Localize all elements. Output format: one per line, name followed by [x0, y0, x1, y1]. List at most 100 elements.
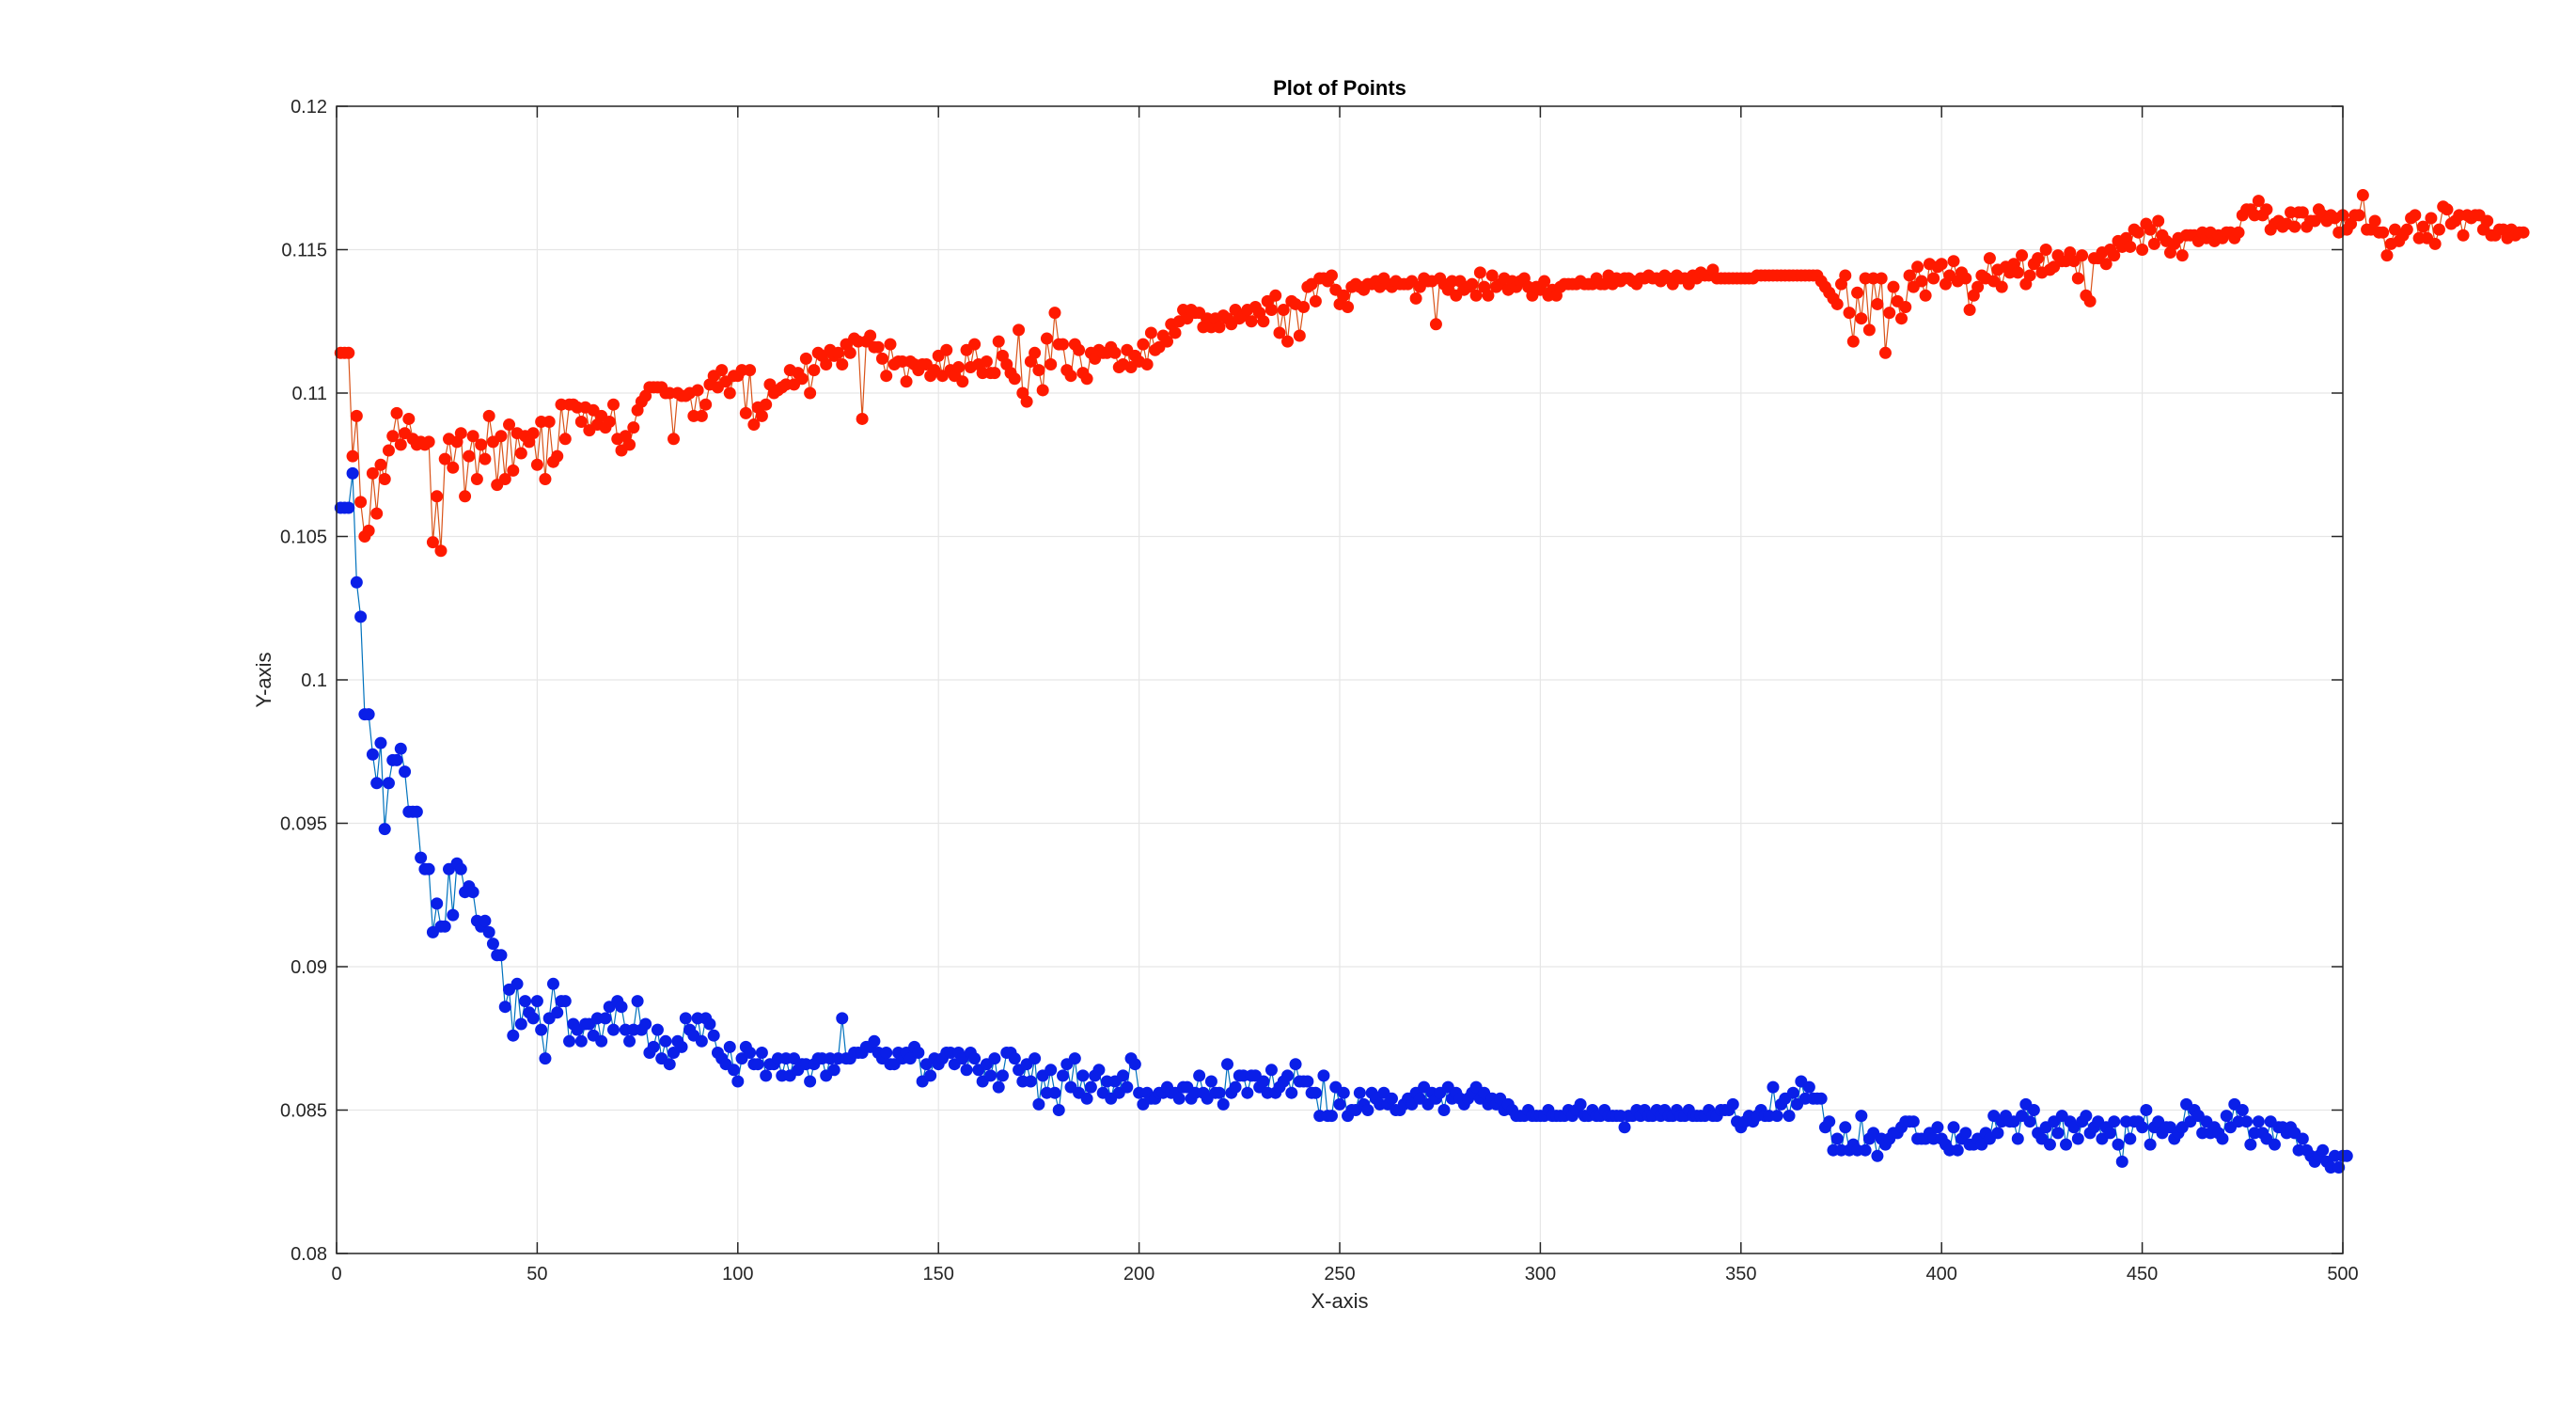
series-2-point	[382, 777, 395, 790]
series-1-point	[426, 536, 439, 549]
series-1-point	[1137, 338, 1150, 351]
y-tick-label: 0.08	[291, 1244, 327, 1265]
y-axis-label: Y-axis	[252, 652, 275, 707]
series-2-point	[723, 1040, 736, 1053]
series-1-point	[2131, 226, 2144, 239]
series-2-point	[2136, 1121, 2149, 1134]
series-2-point	[431, 897, 444, 910]
series-2-point	[1814, 1092, 1828, 1105]
series-2-point	[960, 1064, 973, 1077]
series-1-point	[884, 338, 897, 351]
series-2-point	[2103, 1127, 2116, 1140]
series-1-point	[1020, 395, 1033, 408]
series-1-point	[856, 412, 869, 425]
series-1-point	[836, 358, 849, 370]
series-1-point	[1269, 289, 1282, 302]
series-2-point	[606, 1023, 620, 1036]
series-1-point	[2124, 240, 2137, 253]
series-2-point	[2115, 1155, 2128, 1168]
series-1-point	[760, 398, 773, 411]
series-2-point	[2296, 1132, 2309, 1145]
series-1-point	[2481, 214, 2494, 228]
series-1-point	[744, 364, 757, 377]
series-2-point	[2333, 1161, 2346, 1174]
series-2-point	[2220, 1110, 2233, 1123]
series-1-point	[1878, 346, 1892, 359]
series-1-point	[699, 398, 713, 411]
series-2-point	[1786, 1086, 1799, 1099]
series-1-point	[459, 490, 472, 503]
series-2-point	[836, 1012, 849, 1025]
series-1-point	[695, 409, 708, 422]
series-2-point	[362, 708, 375, 721]
series-1-point	[350, 409, 363, 422]
series-2-point	[2140, 1104, 2153, 1116]
series-2-point	[1121, 1080, 1134, 1094]
series-2-point	[651, 1023, 664, 1036]
series-1-point	[1482, 289, 1495, 302]
series-2-point	[992, 1080, 1005, 1094]
series-2-point	[454, 862, 467, 875]
series-2-point	[1907, 1115, 1920, 1128]
series-1-point	[1871, 297, 1884, 310]
series-1-point	[799, 352, 812, 365]
series-1-point	[382, 444, 395, 457]
series-1-point	[438, 452, 451, 465]
chart-title: Plot of Points	[1273, 76, 1406, 100]
series-2-point	[1032, 1097, 1045, 1111]
series-1-point	[2099, 258, 2113, 271]
series-1-point	[431, 490, 444, 503]
series-1-point	[2457, 229, 2470, 242]
series-2-point	[2236, 1104, 2249, 1116]
series-1-point	[1485, 269, 1499, 282]
series-2-point	[1823, 1115, 1836, 1128]
series-2-point	[623, 1034, 636, 1048]
series-2-point	[498, 1001, 511, 1014]
series-2-point	[2043, 1138, 2056, 1151]
series-1-point	[2288, 220, 2301, 233]
series-2-point	[760, 1069, 773, 1082]
series-2-point	[507, 1029, 520, 1042]
series-1-point	[526, 427, 540, 440]
series-1-point	[1851, 286, 1864, 299]
series-1-point	[1409, 292, 1422, 305]
series-1-point	[454, 427, 467, 440]
series-1-point	[1875, 272, 1888, 285]
series-2-point	[744, 1047, 757, 1059]
series-1-point	[956, 375, 969, 388]
series-2-point	[1257, 1075, 1270, 1088]
series-1-point	[1887, 280, 1900, 293]
series-1-point	[1273, 326, 1286, 339]
series-1-point	[1048, 307, 1061, 320]
series-1-point	[1032, 364, 1045, 377]
series-1-point	[739, 406, 752, 419]
series-2-point	[370, 777, 384, 790]
series-1-point	[755, 409, 768, 422]
series-1-point	[378, 473, 391, 485]
series-1-point	[1325, 269, 1338, 282]
series-2-point	[2108, 1115, 2121, 1128]
series-2-point	[422, 862, 435, 875]
series-1-point	[1013, 323, 1026, 337]
series-1-point	[463, 449, 476, 463]
series-2-point	[479, 914, 492, 927]
series-1-point	[1919, 289, 1932, 302]
series-2-point	[1770, 1110, 1783, 1123]
series-1-point	[1947, 255, 1960, 268]
series-2-point	[1048, 1086, 1061, 1099]
series-2-point	[390, 753, 403, 766]
series-2-point	[1337, 1086, 1350, 1099]
y-tick-label: 0.095	[280, 814, 327, 835]
series-2-point	[2244, 1138, 2257, 1151]
series-1-point	[1895, 312, 1908, 325]
series-2-point	[827, 1064, 840, 1077]
series-2-point	[574, 1034, 588, 1048]
x-tick-label: 250	[1324, 1264, 1355, 1285]
series-1-point	[723, 386, 736, 400]
series-2-point	[675, 1040, 688, 1053]
series-1-point	[514, 447, 527, 460]
series-1-point	[2071, 272, 2084, 285]
y-tick-label: 0.1	[301, 670, 327, 691]
series-1	[334, 189, 2530, 558]
series-1-point	[434, 544, 448, 558]
